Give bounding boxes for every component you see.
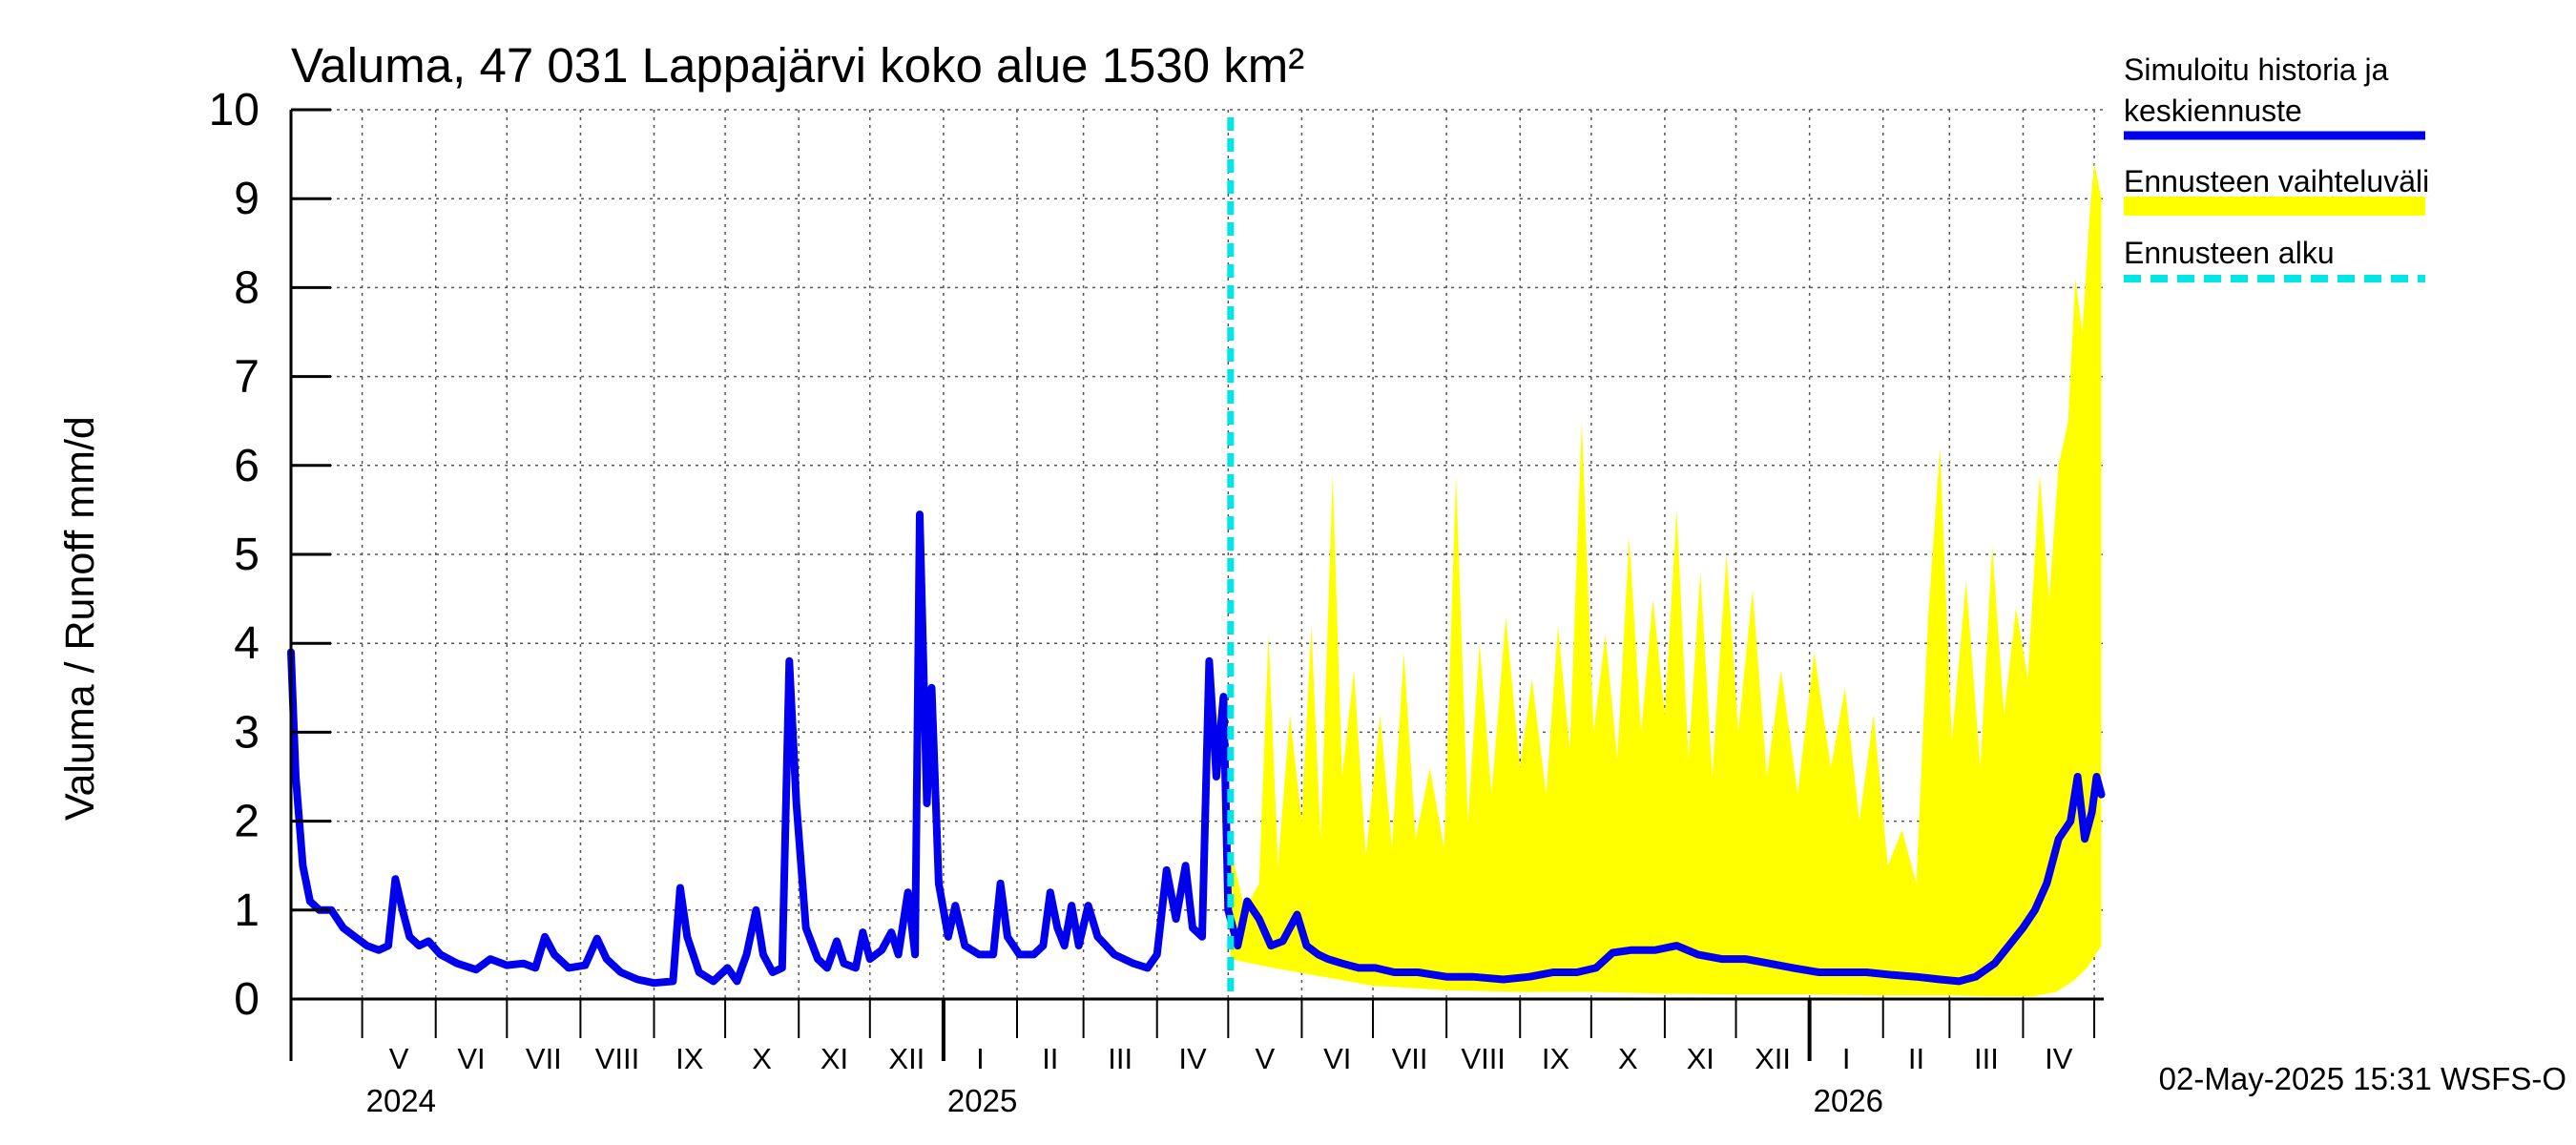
x-month-label: II bbox=[1908, 1042, 1924, 1075]
x-month-label: VII bbox=[526, 1042, 562, 1075]
x-month-label: I bbox=[1842, 1042, 1851, 1075]
legend-label-history-line2: keskiennuste bbox=[2124, 94, 2302, 128]
x-month-label: X bbox=[1618, 1042, 1638, 1075]
chart-title: Valuma, 47 031 Lappajärvi koko alue 1530… bbox=[291, 38, 1304, 93]
x-month-label: IV bbox=[1178, 1042, 1207, 1075]
legend-label-forecast-start: Ennusteen alku bbox=[2124, 236, 2335, 270]
x-month-label: III bbox=[1974, 1042, 1999, 1075]
x-month-label: XI bbox=[821, 1042, 848, 1075]
history-line-layer bbox=[287, 510, 2106, 988]
x-month-label: VI bbox=[457, 1042, 485, 1075]
legend-label-range: Ennusteen vaihteluväli bbox=[2124, 164, 2429, 198]
legend-label-history-line1: Simuloitu historia ja bbox=[2124, 52, 2389, 87]
y-tick-label: 9 bbox=[234, 174, 260, 224]
footer-timestamp: 02-May-2025 15:31 WSFS-O bbox=[2159, 1061, 2566, 1096]
x-year-label: 2025 bbox=[947, 1083, 1017, 1118]
y-axis-label: Valuma / Runoff mm/d bbox=[57, 416, 103, 821]
y-tick-label: 4 bbox=[234, 618, 260, 669]
x-year-label: 2024 bbox=[366, 1083, 436, 1118]
y-tick-label: 5 bbox=[234, 530, 260, 580]
y-tick-label: 6 bbox=[234, 441, 260, 491]
x-month-label: XII bbox=[1755, 1042, 1791, 1075]
x-month-label: V bbox=[1256, 1042, 1276, 1075]
x-month-label: I bbox=[976, 1042, 985, 1075]
forecast-range-layer bbox=[1230, 162, 2102, 997]
x-month-label: II bbox=[1042, 1042, 1058, 1075]
x-month-label: VIII bbox=[1461, 1042, 1506, 1075]
y-tick-label: 2 bbox=[234, 797, 260, 847]
x-month-label: XI bbox=[1687, 1042, 1714, 1075]
forecast-range-area bbox=[1230, 162, 2102, 997]
x-month-label: X bbox=[752, 1042, 772, 1075]
x-month-label: XII bbox=[888, 1042, 924, 1075]
x-month-label: VI bbox=[1323, 1042, 1351, 1075]
x-month-label: IV bbox=[2045, 1042, 2073, 1075]
x-month-label: IX bbox=[1542, 1042, 1570, 1075]
x-year-label: 2026 bbox=[1814, 1083, 1883, 1118]
legend: Simuloitu historia ja keskiennuste Ennus… bbox=[2124, 52, 2429, 282]
y-tick-label: 8 bbox=[234, 262, 260, 313]
y-tick-label: 3 bbox=[234, 707, 260, 758]
x-month-label: VII bbox=[1392, 1042, 1428, 1075]
x-month-label: IX bbox=[675, 1042, 704, 1075]
history-forecast-line bbox=[287, 510, 2106, 988]
y-tick-label: 0 bbox=[234, 974, 260, 1025]
y-tick-label: 7 bbox=[234, 352, 260, 403]
y-tick-label: 10 bbox=[209, 85, 260, 135]
x-month-label: III bbox=[1108, 1042, 1132, 1075]
x-month-label: VIII bbox=[595, 1042, 640, 1075]
x-month-label: V bbox=[389, 1042, 409, 1075]
y-tick-label: 1 bbox=[234, 885, 260, 936]
